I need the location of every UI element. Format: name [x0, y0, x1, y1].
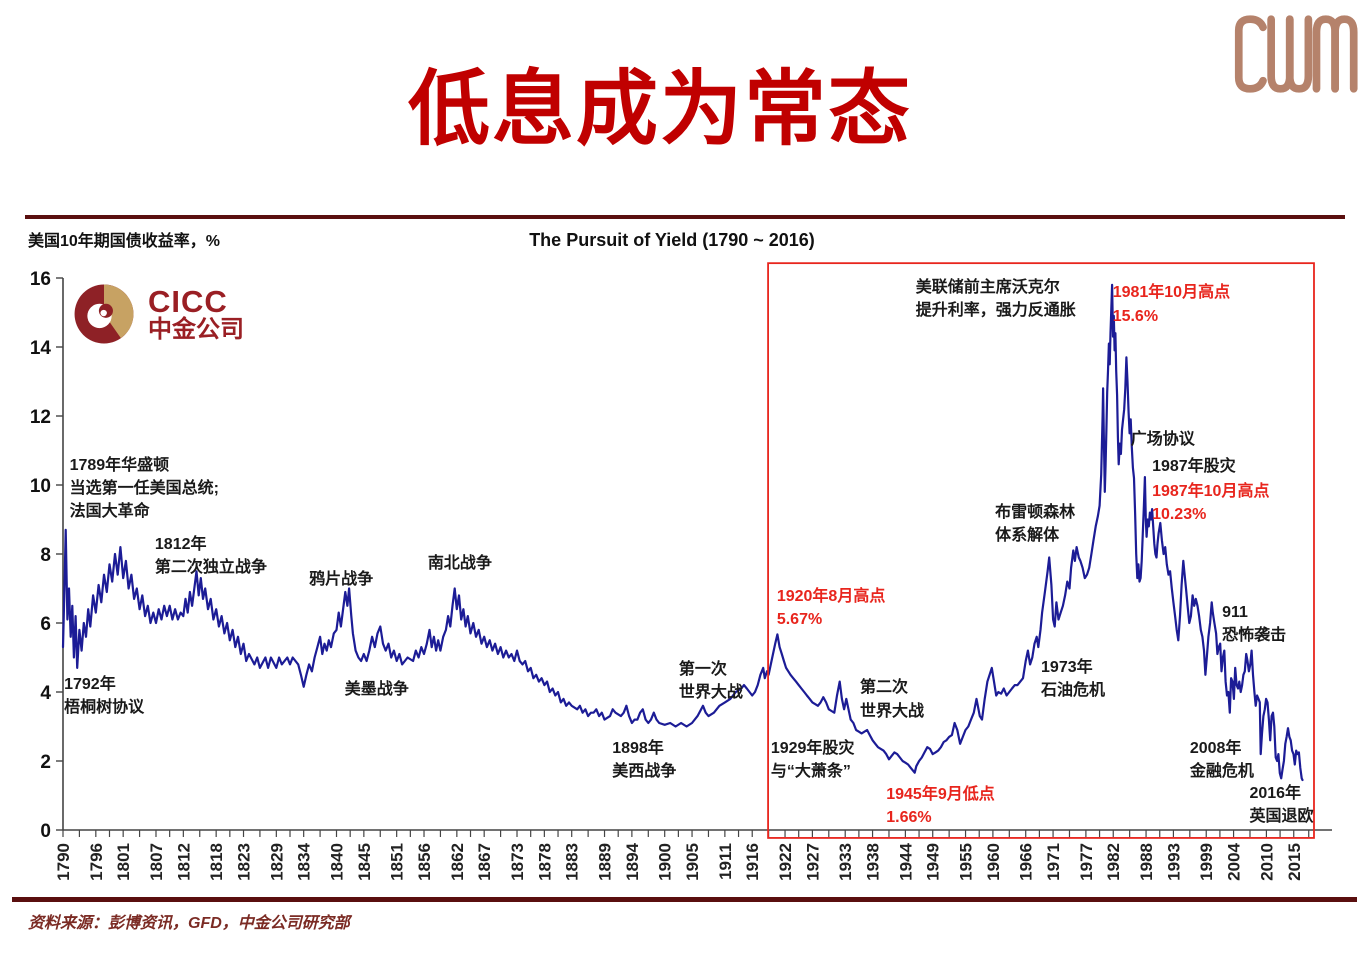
- chart-annotation: 1945年9月低点 1.66%: [886, 786, 995, 827]
- x-tick-label: 1807: [147, 843, 166, 881]
- chart-annotation: 1920年8月高点 5.67%: [776, 588, 886, 629]
- x-tick-label: 2004: [1225, 842, 1244, 880]
- y-tick-label: 0: [40, 821, 51, 842]
- x-tick-label: 1834: [295, 842, 314, 880]
- x-tick-label: 1960: [984, 843, 1003, 881]
- yield-line: [61, 283, 1304, 782]
- x-tick-label: 1883: [563, 843, 582, 881]
- chart-annotation: 1792年 梧桐树协议: [64, 676, 145, 717]
- x-tick-label: 1889: [596, 843, 615, 881]
- x-tick-label: 1840: [328, 843, 347, 881]
- cicc-logo-text-en: CICC: [148, 283, 228, 319]
- x-tick-label: 1922: [776, 843, 795, 881]
- x-tick-label: 1812: [174, 843, 193, 881]
- chart-annotation: 1987年10月高点 10.23%: [1152, 482, 1270, 523]
- chart-annotation: 第一次 世界大战: [678, 660, 743, 701]
- chart-annotation: 第二次 世界大战: [859, 679, 924, 720]
- x-tick-label: 1823: [235, 843, 254, 881]
- y-tick-label: 6: [40, 614, 51, 635]
- chart-annotation: 1981年10月高点 15.6%: [1112, 284, 1231, 325]
- x-tick-label: 1993: [1164, 843, 1183, 881]
- x-tick-label: 1999: [1197, 843, 1216, 881]
- x-tick-label: 1829: [267, 843, 286, 881]
- chart-annotation: 布雷顿森林 体系解体: [995, 503, 1076, 544]
- chart-annotation: 2008年 金融危机: [1189, 739, 1254, 781]
- x-tick-label: 1878: [535, 843, 554, 881]
- chart-annotation: 美墨战争: [344, 681, 409, 699]
- chart-annotation: 1898年 美西战争: [612, 739, 677, 781]
- x-tick-label: 1894: [623, 842, 642, 880]
- x-tick-label: 1905: [683, 843, 702, 881]
- x-tick-label: 1900: [656, 843, 675, 881]
- chart-annotation: 2016年 英国退欧: [1249, 784, 1314, 825]
- chart-annotation: 911 恐怖袭击: [1222, 603, 1287, 644]
- chart-annotation: 1789年华盛顿 当选第一任美国总统; 法国大革命: [69, 456, 219, 521]
- x-tick-label: 2015: [1285, 843, 1304, 881]
- chart-annotation: 鸦片战争: [309, 570, 374, 588]
- x-tick-label: 1856: [415, 843, 434, 881]
- x-tick-label: 1988: [1137, 843, 1156, 881]
- y-tick-label: 14: [30, 338, 52, 359]
- slide-title: 低息成为常态: [407, 64, 912, 155]
- y-tick-label: 8: [40, 545, 51, 566]
- x-tick-label: 1873: [508, 843, 527, 881]
- x-tick-label: 1851: [388, 843, 407, 881]
- x-tick-label: 1944: [896, 842, 915, 880]
- x-tick-label: 1955: [957, 843, 976, 881]
- cwm-logo: [1225, 6, 1361, 102]
- x-tick-label: 1796: [87, 843, 106, 881]
- x-tick-label: 1916: [743, 843, 762, 881]
- y-axis-title: 美国10年期国债收益率，%: [28, 233, 221, 250]
- chart-annotation: 1929年股灾 与“大萧条”: [770, 739, 855, 781]
- chart-annotation: 广场协议: [1130, 431, 1195, 449]
- x-tick-label: 1845: [355, 843, 374, 881]
- header-divider: [25, 215, 1345, 219]
- y-tick-label: 2: [40, 752, 51, 773]
- x-tick-label: 1982: [1104, 843, 1123, 881]
- x-tick-label: 1938: [864, 843, 883, 881]
- chart-annotation: 1987年股灾: [1152, 457, 1236, 475]
- chart-annotation: 1812年 第二次独立战争: [154, 536, 267, 577]
- x-tick-label: 1818: [207, 843, 226, 881]
- x-tick-label: 1949: [924, 843, 943, 881]
- y-tick-label: 4: [40, 683, 51, 704]
- x-tick-label: 1977: [1077, 843, 1096, 881]
- x-tick-label: 1801: [114, 843, 133, 881]
- x-tick-label: 1966: [1017, 843, 1036, 881]
- chart-annotation: 1973年 石油危机: [1041, 658, 1106, 699]
- cicc-logo: CICC 中金公司: [72, 282, 244, 346]
- cicc-logo-mark: [74, 284, 134, 344]
- x-tick-label: 1867: [475, 843, 494, 881]
- highlight-box: [767, 262, 1315, 839]
- chart-annotation: 美联储前主席沃克尔 提升利率，强力反通胀: [915, 279, 1076, 320]
- x-tick-label: 2010: [1257, 843, 1276, 881]
- y-tick-label: 16: [30, 269, 51, 290]
- x-tick-label: 1971: [1044, 843, 1063, 881]
- source-note: 资料来源：彭博资讯，GFD，中金公司研究部: [28, 915, 350, 932]
- chart-title: The Pursuit of Yield (1790 ~ 2016): [529, 230, 815, 250]
- x-tick-label: 1933: [836, 843, 855, 881]
- cicc-logo-text-cn: 中金公司: [148, 315, 244, 343]
- y-tick-label: 12: [30, 407, 51, 428]
- x-tick-label: 1790: [54, 843, 73, 881]
- x-tick-label: 1862: [448, 843, 467, 881]
- chart-annotation: 南北战争: [427, 555, 492, 573]
- x-tick-label: 1911: [716, 843, 735, 880]
- x-tick-label: 1927: [803, 843, 822, 881]
- cwm-logo-glyphs: [1234, 15, 1358, 93]
- footer-divider: [12, 897, 1357, 902]
- y-tick-label: 10: [30, 476, 51, 497]
